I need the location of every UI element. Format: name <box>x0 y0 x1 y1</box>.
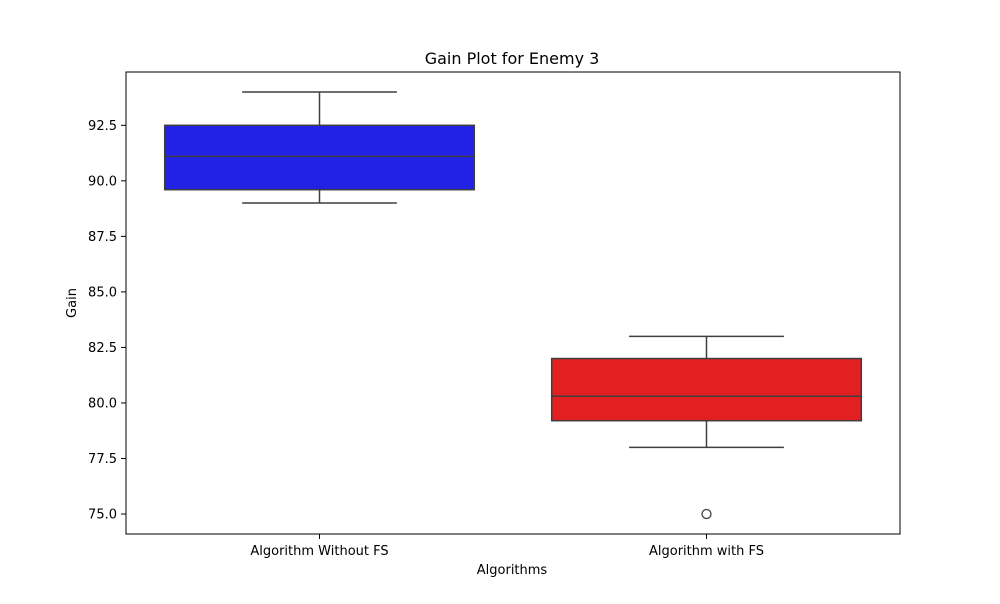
y-tick-label: 77.5 <box>88 452 117 467</box>
chart-title: Gain Plot for Enemy 3 <box>425 49 600 68</box>
y-tick-label: 90.0 <box>88 174 117 189</box>
plot-frame <box>125 71 901 535</box>
x-tick-label: Algorithm Without FS <box>250 544 388 559</box>
plot-area: 75.0 77.5 80.0 82.5 85.0 87.5 90.0 92.5 Algorith… <box>88 71 901 559</box>
y-tick-label: 82.5 <box>88 341 117 356</box>
y-tick-label: 85.0 <box>88 285 117 300</box>
x-axis-label: Algorithms <box>477 563 548 578</box>
y-tick-label: 92.5 <box>88 119 117 134</box>
x-tick-label: Algorithm with FS <box>649 544 764 559</box>
y-axis-label: Gain <box>65 288 80 318</box>
box-iqr <box>550 357 863 422</box>
y-tick-label: 80.0 <box>88 396 117 411</box>
y-tick-label: 87.5 <box>88 230 117 245</box>
box-iqr <box>163 124 476 191</box>
outlier-point <box>701 508 712 520</box>
y-tick-label: 75.0 <box>88 508 117 523</box>
